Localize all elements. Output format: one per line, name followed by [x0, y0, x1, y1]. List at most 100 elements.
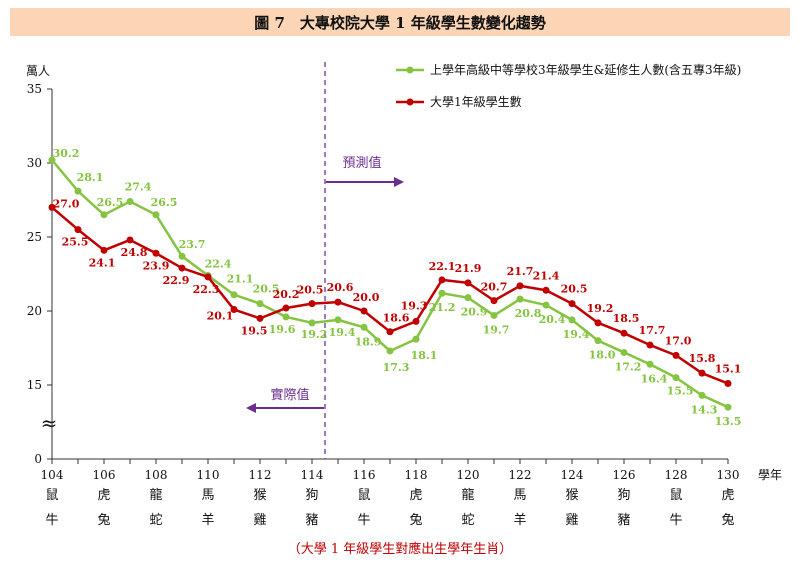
series-line-red — [51, 206, 729, 385]
forecast-arrow-head — [394, 177, 404, 187]
zodiac-bottom-label: 羊 — [201, 512, 214, 528]
y-tick-label: 30 — [27, 156, 42, 170]
footnote: （大學 1 年級學生對應出生學年生肖） — [288, 541, 513, 557]
point-red — [308, 300, 316, 308]
data-label-red: 19.2 — [587, 302, 614, 315]
point-red — [490, 297, 498, 305]
data-label-green: 20.8 — [515, 307, 542, 320]
y-tick-label: 25 — [27, 230, 42, 244]
data-label-red: 15.8 — [689, 352, 716, 365]
point-green — [672, 374, 680, 382]
data-label-green: 19.2 — [301, 328, 328, 341]
data-label-green: 26.5 — [97, 196, 124, 209]
point-red — [386, 328, 394, 336]
data-label-red: 22.3 — [193, 283, 220, 296]
point-red — [438, 276, 446, 284]
zodiac-bottom-label: 蛇 — [149, 513, 162, 528]
data-label-green: 30.2 — [53, 147, 80, 160]
data-label-red: 22.9 — [163, 274, 190, 287]
zodiac-bottom-label: 牛 — [669, 513, 682, 528]
zodiac-bottom-label: 兔 — [721, 513, 734, 528]
data-label-green: 21.2 — [429, 301, 456, 314]
data-label-red: 25.5 — [62, 236, 89, 249]
zodiac-bottom-label: 雞 — [253, 513, 266, 528]
point-red — [178, 264, 186, 272]
zodiac-bottom-label: 羊 — [513, 512, 526, 528]
zodiac-top-label: 虎 — [409, 488, 422, 503]
zodiac-top-label: 鼠 — [669, 488, 682, 503]
point-green — [74, 187, 82, 195]
zodiac-top-label: 猴 — [565, 488, 578, 503]
zodiac-bottom-label: 兔 — [409, 513, 422, 528]
data-label-green: 15.5 — [667, 385, 694, 398]
point-red — [48, 203, 56, 211]
point-red — [698, 369, 706, 377]
point-green — [438, 289, 446, 297]
point-red — [464, 279, 472, 287]
data-label-red: 24.1 — [89, 256, 116, 269]
legend-label-red: 大學1年級學生數 — [430, 95, 522, 109]
zodiac-bottom-label: 豬 — [305, 513, 318, 528]
point-red — [152, 249, 160, 257]
x-tick-label: 126 — [613, 468, 636, 482]
data-label-green: 19.4 — [329, 326, 356, 339]
point-red — [204, 273, 212, 281]
point-red — [100, 246, 108, 254]
point-green — [568, 316, 576, 324]
x-tick-label: 108 — [145, 468, 168, 482]
data-label-red: 18.6 — [383, 312, 410, 325]
zodiac-top-label: 狗 — [617, 488, 630, 503]
zodiac-bottom-label: 蛇 — [461, 513, 474, 528]
point-red — [568, 300, 576, 308]
x-axis-unit: 學年 — [758, 468, 782, 482]
y-axis-unit: 萬人 — [26, 64, 50, 78]
point-red — [724, 380, 732, 388]
zodiac-top-label: 馬 — [201, 488, 214, 503]
x-tick-label: 120 — [457, 468, 480, 482]
x-tick-label: 110 — [197, 468, 220, 482]
data-label-red: 20.0 — [353, 291, 380, 304]
point-green — [646, 360, 654, 368]
data-label-green: 14.3 — [691, 403, 718, 416]
point-green — [464, 294, 472, 302]
zodiac-top-label: 鼠 — [45, 488, 58, 503]
x-tick-label: 130 — [717, 468, 740, 482]
point-green — [178, 252, 186, 260]
actual-arrow-head — [246, 403, 256, 413]
zodiac-top-label: 狗 — [305, 488, 318, 503]
x-tick-label: 116 — [353, 468, 376, 482]
zodiac-top-label: 龍 — [149, 487, 162, 503]
data-label-red: 17.0 — [665, 334, 692, 347]
data-label-green: 18.1 — [411, 349, 438, 362]
data-label-green: 19.6 — [269, 323, 296, 336]
data-label-green: 18.9 — [355, 335, 382, 348]
point-red — [594, 319, 602, 327]
data-label-red: 20.5 — [561, 283, 588, 296]
point-green — [724, 403, 732, 411]
data-label-red: 21.9 — [455, 262, 482, 275]
point-red — [256, 314, 264, 322]
data-label-red: 23.9 — [143, 259, 170, 272]
point-red — [542, 286, 550, 294]
point-green — [230, 291, 238, 299]
data-label-green: 18.0 — [589, 349, 616, 362]
point-green — [308, 319, 316, 327]
data-label-green: 13.5 — [715, 415, 742, 428]
y-tick-label: 35 — [27, 82, 42, 96]
zodiac-top-label: 鼠 — [357, 488, 370, 503]
data-label-green: 21.1 — [227, 273, 254, 286]
actual-label: 實際值 — [270, 387, 309, 403]
x-tick-label: 128 — [665, 468, 688, 482]
data-label-red: 20.2 — [273, 288, 300, 301]
title-band — [10, 8, 790, 36]
point-green — [334, 316, 342, 324]
data-label-red: 17.7 — [639, 324, 666, 337]
point-green — [256, 300, 264, 308]
data-label-green: 20.9 — [461, 306, 488, 319]
data-label-green: 28.1 — [77, 171, 104, 184]
x-tick-label: 112 — [249, 468, 272, 482]
data-label-red: 20.6 — [327, 281, 354, 294]
data-label-red: 19.3 — [401, 299, 428, 312]
data-label-green: 19.7 — [483, 323, 510, 336]
